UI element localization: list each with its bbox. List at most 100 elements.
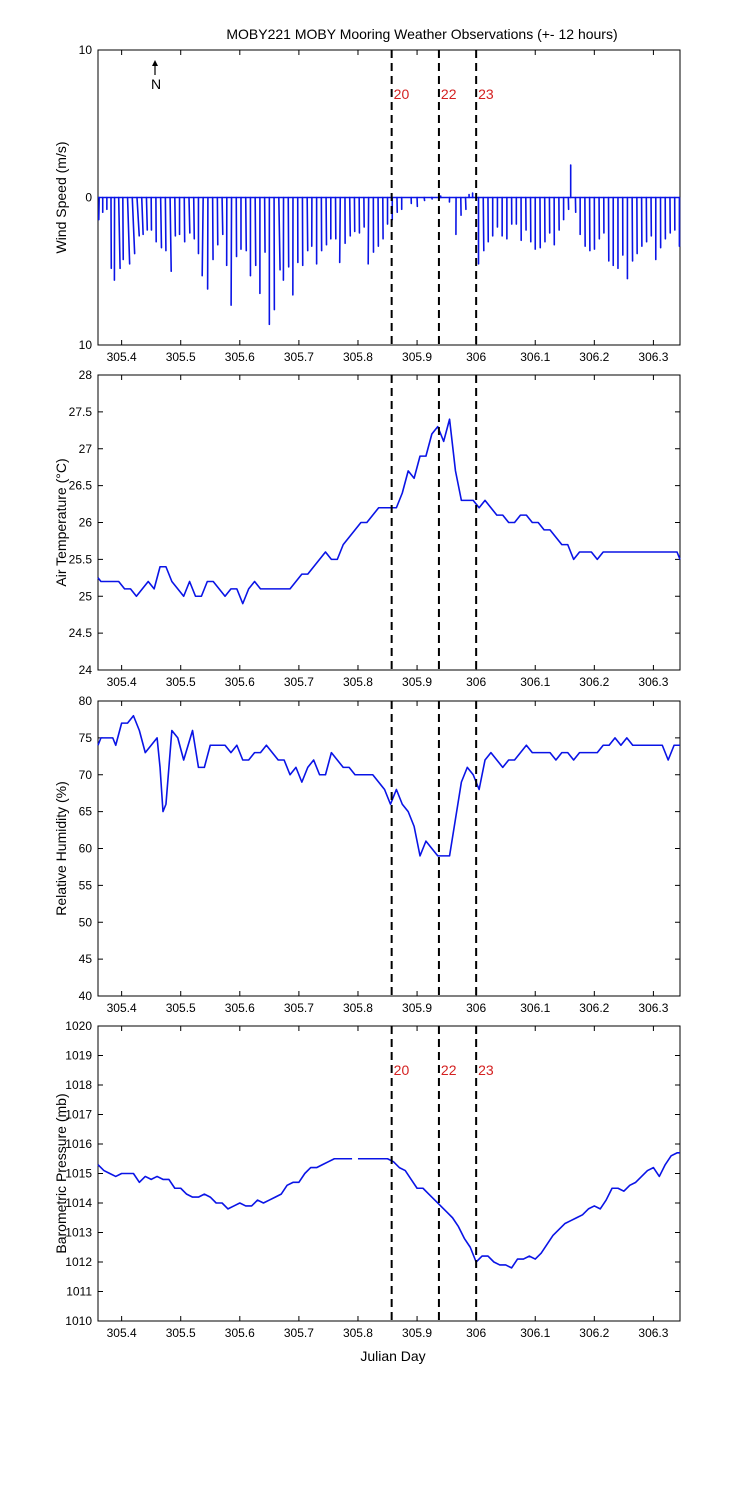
wind-stick bbox=[254, 196, 257, 267]
x-tick-label: 305.8 bbox=[343, 1326, 373, 1340]
chart-panel-2: 305.4 305.5 305.6 305.7 305.8 305.9 306 306.1 30… bbox=[53, 368, 681, 689]
x-tick-label: 305.8 bbox=[343, 350, 373, 364]
y-tick-label: 1010 bbox=[65, 1314, 92, 1328]
x-tick-label: 306.1 bbox=[520, 350, 550, 364]
series-line bbox=[97, 418, 681, 605]
x-tick-label: 305.8 bbox=[343, 1001, 373, 1015]
y-tick-label: 1020 bbox=[65, 1019, 92, 1033]
x-tick-label: 306.3 bbox=[638, 350, 668, 364]
wind-stick bbox=[188, 196, 191, 234]
wind-stick bbox=[159, 196, 163, 249]
y-tick-label: 25.5 bbox=[69, 552, 93, 566]
wind-stick bbox=[482, 196, 485, 252]
north-label: N bbox=[151, 76, 161, 92]
plot-frame bbox=[97, 1025, 681, 1322]
y-tick-label: 80 bbox=[79, 694, 93, 708]
wind-stick bbox=[136, 196, 141, 237]
x-tick-label: 306.2 bbox=[579, 1001, 609, 1015]
wind-stick bbox=[140, 196, 144, 236]
chart-panel-1: 305.4 305.5 305.6 305.7 305.8 305.9 306 306.1 30… bbox=[53, 43, 681, 364]
x-tick-label: 305.5 bbox=[166, 675, 196, 689]
x-tick-label: 305.6 bbox=[225, 350, 255, 364]
chart-panel-3: 305.4 305.5 305.6 305.7 305.8 305.9 306 306.1 30… bbox=[53, 694, 681, 1015]
figure-title: MOBY221 MOBY Mooring Weather Observation… bbox=[226, 26, 617, 42]
y-tick-label: 24.5 bbox=[69, 626, 93, 640]
chart-panel-4: 305.4 305.5 305.6 305.7 305.8 305.9 306 306.1 30… bbox=[53, 1019, 681, 1340]
wind-stick bbox=[201, 196, 204, 277]
north-arrowhead-icon bbox=[152, 60, 158, 66]
x-tick-label: 305.7 bbox=[284, 675, 314, 689]
wind-stick bbox=[169, 196, 173, 273]
wind-stick bbox=[126, 196, 131, 265]
y-tick-label: 1017 bbox=[65, 1108, 92, 1122]
x-tick-label: 305.9 bbox=[402, 1001, 432, 1015]
y-tick-label: 1014 bbox=[65, 1196, 92, 1210]
y-axis-label: Wind Speed (m/s) bbox=[53, 141, 69, 253]
x-tick-label: 306.1 bbox=[520, 1001, 550, 1015]
x-tick-label: 306.1 bbox=[520, 1326, 550, 1340]
y-tick-label: 28 bbox=[79, 368, 93, 382]
x-tick-label: 306.3 bbox=[638, 1001, 668, 1015]
x-tick-label: 305.7 bbox=[284, 1001, 314, 1015]
x-tick-label: 306.3 bbox=[638, 675, 668, 689]
y-tick-label: 0 bbox=[85, 191, 92, 205]
x-tick-label: 305.4 bbox=[107, 1001, 137, 1015]
wind-stick bbox=[145, 196, 149, 231]
y-tick-label: 60 bbox=[79, 842, 93, 856]
x-tick-label: 305.5 bbox=[166, 1326, 196, 1340]
wind-stick bbox=[244, 196, 248, 252]
x-tick-label: 305.8 bbox=[343, 675, 373, 689]
x-tick-label: 306.2 bbox=[579, 675, 609, 689]
x-tick-label: 305.7 bbox=[284, 1326, 314, 1340]
y-tick-label: 1013 bbox=[65, 1226, 92, 1240]
event-marker-label: 22 bbox=[441, 86, 457, 102]
y-tick-label: 70 bbox=[79, 768, 93, 782]
series-line bbox=[97, 714, 680, 857]
series-line bbox=[97, 1152, 680, 1269]
wind-stick bbox=[131, 196, 136, 255]
y-tick-label: 27 bbox=[79, 442, 93, 456]
x-tick-label: 305.6 bbox=[225, 675, 255, 689]
x-tick-label: 305.6 bbox=[225, 1001, 255, 1015]
x-tick-label: 306 bbox=[466, 675, 486, 689]
plot-frame bbox=[97, 374, 681, 671]
y-tick-label: 10 bbox=[79, 338, 93, 352]
y-tick-label: 55 bbox=[79, 878, 93, 892]
wind-stick bbox=[164, 196, 167, 252]
x-tick-label: 305.6 bbox=[225, 1326, 255, 1340]
x-tick-label: 306 bbox=[466, 1326, 486, 1340]
x-tick-label: 306.2 bbox=[579, 1326, 609, 1340]
event-marker-label: 23 bbox=[478, 1062, 494, 1078]
wind-stick bbox=[174, 196, 177, 237]
y-tick-label: 50 bbox=[79, 915, 93, 929]
y-tick-label: 1018 bbox=[65, 1078, 92, 1092]
event-marker-label: 22 bbox=[441, 1062, 457, 1078]
event-marker-label: 20 bbox=[394, 86, 410, 102]
y-tick-label: 10 bbox=[79, 43, 93, 57]
x-tick-label: 305.7 bbox=[284, 350, 314, 364]
chart-panels: 305.4 305.5 305.6 305.7 305.8 305.9 306 306.1 30… bbox=[53, 43, 681, 1340]
y-tick-label: 45 bbox=[79, 952, 93, 966]
y-tick-label: 1015 bbox=[65, 1167, 92, 1181]
wind-stick bbox=[117, 196, 121, 270]
y-tick-label: 27.5 bbox=[69, 405, 93, 419]
y-tick-label: 1012 bbox=[65, 1255, 92, 1269]
x-tick-label: 305.9 bbox=[402, 675, 432, 689]
x-tick-label: 305.4 bbox=[107, 1326, 137, 1340]
wind-stick bbox=[348, 196, 352, 237]
wind-stick bbox=[306, 196, 309, 252]
event-marker-label: 20 bbox=[394, 1062, 410, 1078]
wind-stick bbox=[192, 196, 196, 240]
x-tick-label: 305.5 bbox=[166, 350, 196, 364]
x-tick-label: 306.2 bbox=[579, 350, 609, 364]
y-axis-label: Relative Humidity (%) bbox=[53, 781, 69, 916]
wind-stick bbox=[338, 196, 342, 264]
y-tick-label: 26.5 bbox=[69, 479, 93, 493]
event-marker-label: 23 bbox=[478, 86, 494, 102]
y-tick-label: 65 bbox=[79, 805, 93, 819]
y-tick-label: 1019 bbox=[65, 1049, 92, 1063]
x-tick-label: 306.1 bbox=[520, 675, 550, 689]
x-tick-label: 305.9 bbox=[402, 350, 432, 364]
x-tick-label: 306 bbox=[466, 1001, 486, 1015]
